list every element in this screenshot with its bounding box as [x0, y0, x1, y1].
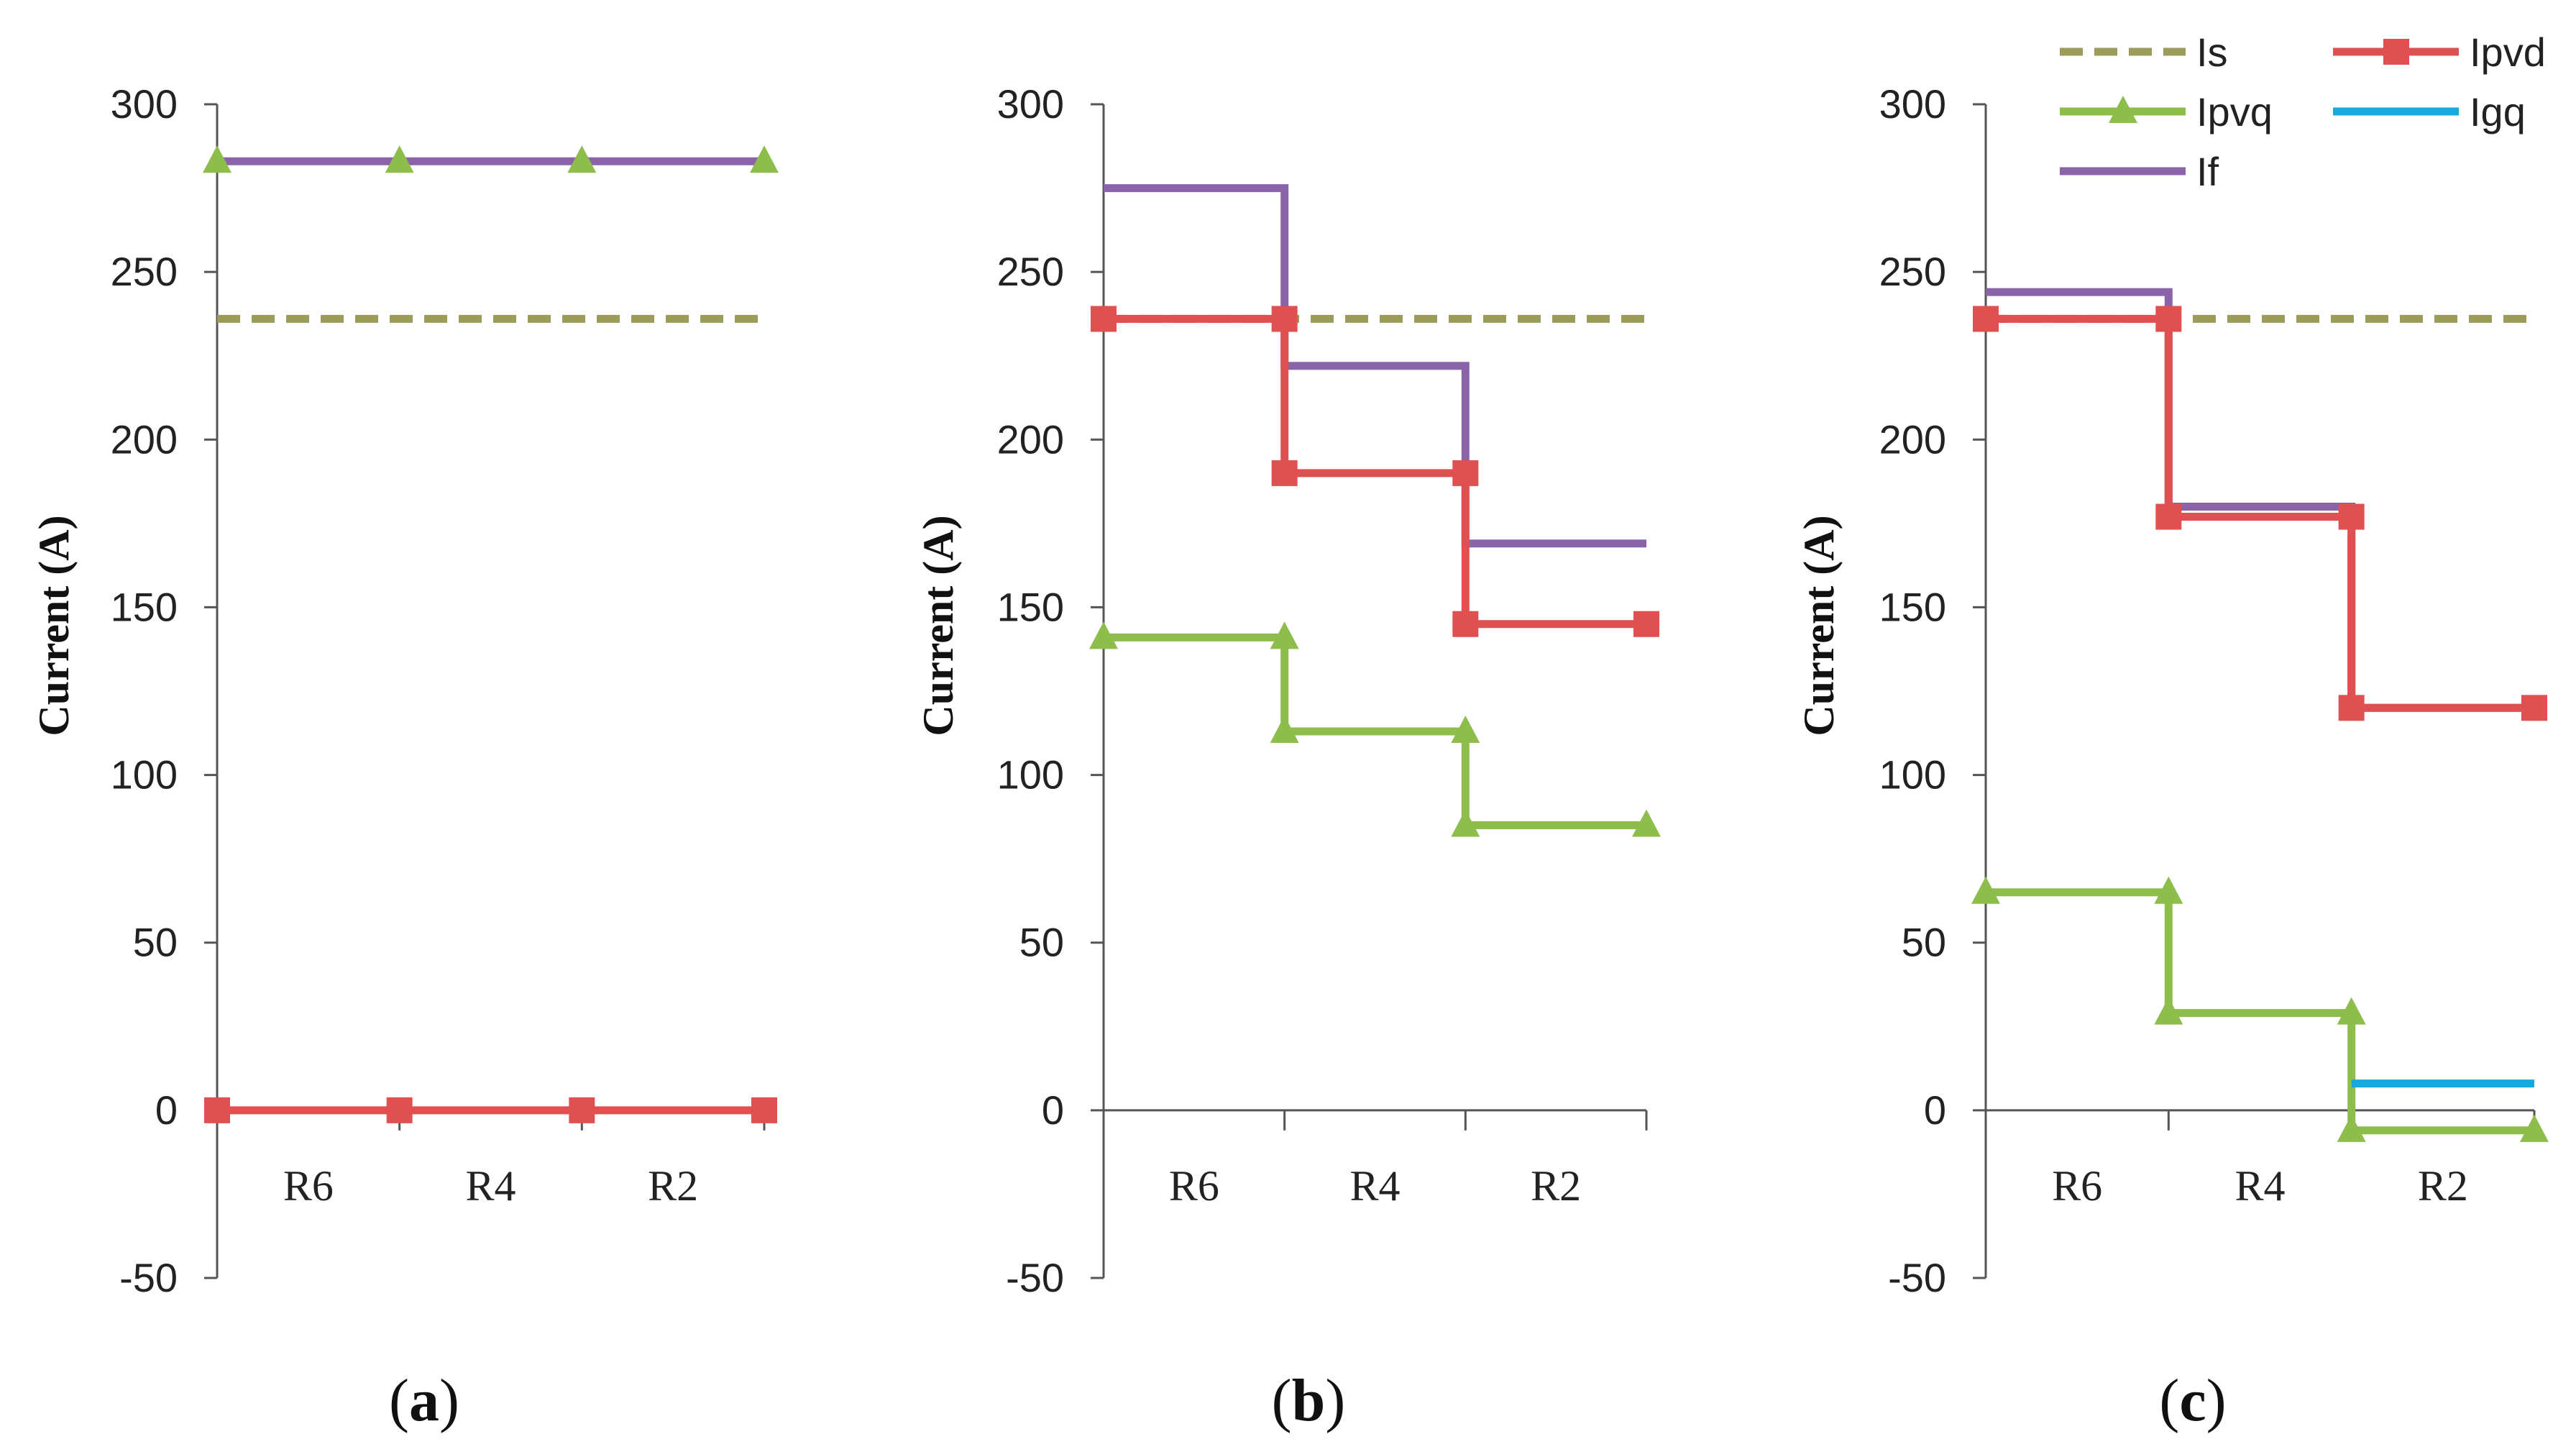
- y-tick-label: 200: [997, 416, 1064, 462]
- y-axis-label: Current (A): [1795, 515, 1843, 736]
- marker-Ipvd: [386, 1097, 413, 1123]
- marker-Ipvd: [204, 1097, 230, 1123]
- y-tick-label: 100: [997, 752, 1064, 798]
- y-tick-label: 200: [111, 416, 178, 462]
- y-tick-label: 250: [111, 249, 178, 294]
- legend-label-Is: Is: [2196, 29, 2228, 75]
- y-tick-label: 100: [1879, 752, 1946, 798]
- y-tick-label: 0: [1924, 1087, 1946, 1133]
- series-line-Ipvq: [1104, 633, 1646, 829]
- y-tick-label: 300: [997, 81, 1064, 127]
- y-tick-label: 50: [1902, 920, 1946, 965]
- y-tick-label: -50: [1888, 1255, 1946, 1300]
- y-tick-label: 0: [155, 1087, 178, 1133]
- legend-item-Is: Is: [2060, 29, 2228, 75]
- marker-Ipvq: [385, 145, 414, 173]
- panel-b: Current (A) (b) -50 0 50 100 150 200 250 300 R6 R…: [915, 81, 1661, 1434]
- y-tick-label: 150: [1879, 584, 1946, 629]
- marker-Ipvd: [1271, 460, 1298, 486]
- y-tick-label: 300: [1879, 81, 1946, 127]
- marker-Ipvd: [2155, 306, 2182, 332]
- legend-item-If: If: [2060, 149, 2219, 194]
- series-line-Ipvd: [1104, 314, 1646, 629]
- marker-Ipvq: [2154, 997, 2183, 1025]
- marker-Ipvq: [1971, 876, 2000, 904]
- y-tick-label: 100: [111, 752, 178, 798]
- legend-item-Ipvd: Ipvd: [2333, 29, 2546, 75]
- legend-marker-Ipvd: [2383, 39, 2409, 65]
- marker-Ipvq: [750, 145, 779, 173]
- y-tick-label: 150: [997, 584, 1064, 629]
- legend-item-Ipvq: Ipvq: [2060, 89, 2273, 134]
- marker-Ipvd: [2338, 695, 2365, 721]
- category-label: R6: [2052, 1162, 2102, 1210]
- y-tick-label: 300: [111, 81, 178, 127]
- legend-label-Ipvd: Ipvd: [2470, 29, 2546, 75]
- marker-Ipvq: [2154, 876, 2183, 904]
- category-label: R6: [283, 1162, 334, 1210]
- marker-Ipvd: [1271, 306, 1298, 332]
- y-tick-label: 50: [1019, 920, 1064, 965]
- marker-Ipvd: [1452, 611, 1479, 637]
- marker-Ipvd: [1091, 306, 1117, 332]
- marker-Ipvq: [2520, 1114, 2549, 1142]
- legend-item-Igq: Igq: [2333, 89, 2526, 134]
- y-tick-label: 0: [1042, 1087, 1064, 1133]
- category-label: R4: [465, 1162, 515, 1210]
- series-line-Ipvq: [1986, 888, 2534, 1135]
- y-axis-label: Current (A): [30, 515, 78, 736]
- y-tick-label: 150: [111, 584, 178, 629]
- marker-Ipvq: [1451, 809, 1480, 837]
- marker-Ipvq: [1451, 715, 1480, 743]
- marker-Ipvq: [1632, 809, 1661, 837]
- category-label: R2: [648, 1162, 698, 1210]
- panel-c: Current (A) (c) -50 0 50 100 150 200 250 300 R6 R…: [1795, 81, 2549, 1434]
- marker-Ipvq: [567, 145, 597, 173]
- marker-Ipvq: [1270, 621, 1299, 649]
- legend-marker-Ipvq: [2109, 96, 2137, 123]
- y-tick-label: 250: [1879, 249, 1946, 294]
- series-line-If: [1104, 184, 1646, 548]
- y-tick-label: 200: [1879, 416, 1946, 462]
- legend-label-Ipvq: Ipvq: [2196, 89, 2273, 134]
- marker-Ipvd: [2521, 695, 2547, 721]
- panel-a: Current (A) (a) -50 0 50 100 150 200 250 300 R6 R…: [30, 81, 779, 1434]
- marker-Ipvq: [2337, 1114, 2366, 1142]
- marker-Ipvd: [1452, 460, 1479, 486]
- marker-Ipvd: [1973, 306, 1999, 332]
- marker-Ipvd: [751, 1097, 777, 1123]
- marker-Ipvq: [1089, 621, 1118, 649]
- y-axis-label: Current (A): [915, 515, 962, 736]
- marker-Ipvq: [2337, 997, 2366, 1025]
- legend-label-Igq: Igq: [2470, 89, 2526, 134]
- y-tick-label: -50: [119, 1255, 178, 1300]
- marker-Ipvd: [1633, 611, 1659, 637]
- category-label: R6: [1169, 1162, 1219, 1210]
- category-label: R2: [2418, 1162, 2468, 1210]
- panel-label-c: (c): [2159, 1367, 2226, 1434]
- legend: Is Ipvd Ipvq Igq If: [2060, 29, 2546, 194]
- marker-Ipvd: [2338, 503, 2365, 530]
- category-label: R4: [2234, 1162, 2285, 1210]
- marker-Ipvq: [203, 145, 232, 173]
- marker-Ipvq: [1270, 715, 1299, 743]
- series-line-Ipvd: [1986, 314, 2534, 712]
- series-line-If: [1986, 288, 2534, 712]
- marker-Ipvd: [2155, 503, 2182, 530]
- marker-Ipvd: [569, 1097, 595, 1123]
- panel-label-a: (a): [389, 1367, 459, 1434]
- category-label: R2: [1531, 1162, 1581, 1210]
- y-tick-label: 50: [133, 920, 178, 965]
- y-tick-label: 250: [997, 249, 1064, 294]
- panel-label-b: (b): [1272, 1367, 1346, 1434]
- category-label: R4: [1349, 1162, 1400, 1210]
- y-tick-label: -50: [1006, 1255, 1064, 1300]
- legend-label-If: If: [2196, 149, 2219, 194]
